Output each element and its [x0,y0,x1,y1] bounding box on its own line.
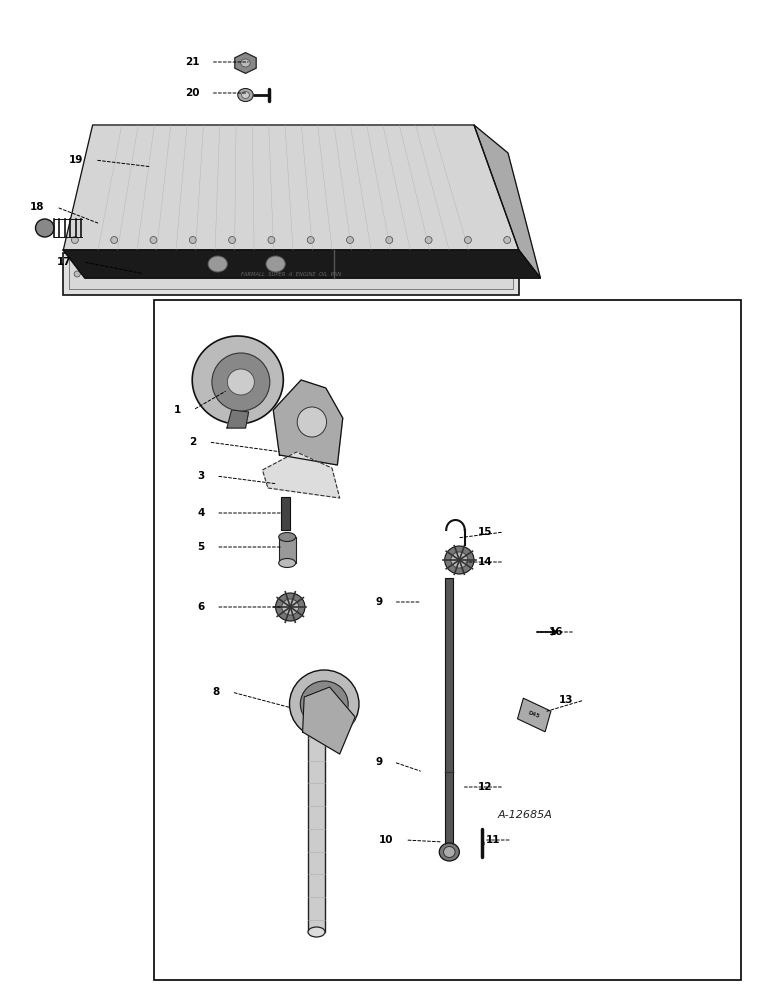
Ellipse shape [113,271,119,277]
Text: 2: 2 [190,437,197,447]
Ellipse shape [229,271,235,277]
Bar [69,259,513,289]
Ellipse shape [290,670,359,738]
Text: 8: 8 [213,687,220,697]
Text: D45: D45 [527,711,541,719]
Bar [154,300,741,980]
Text: 20: 20 [185,88,199,98]
Ellipse shape [276,593,305,621]
Ellipse shape [74,271,80,277]
Ellipse shape [266,256,285,272]
Text: 9: 9 [375,597,382,607]
Ellipse shape [499,271,505,277]
Bar [445,578,453,850]
Text: 6: 6 [198,602,205,612]
Ellipse shape [383,271,389,277]
Polygon shape [474,125,540,278]
Text: 19: 19 [69,155,83,165]
Bar [279,537,296,563]
Text: 12: 12 [478,782,493,792]
Ellipse shape [451,552,468,568]
Ellipse shape [460,271,466,277]
Bar [281,497,290,530]
Ellipse shape [208,256,227,272]
Text: 15: 15 [478,527,493,537]
Ellipse shape [297,407,327,437]
Text: 1: 1 [174,405,181,415]
Ellipse shape [190,271,196,277]
Ellipse shape [227,369,254,395]
Text: 3: 3 [198,471,205,481]
Ellipse shape [308,927,325,937]
Ellipse shape [344,271,350,277]
Text: 5: 5 [198,542,205,552]
Polygon shape [262,452,340,498]
Ellipse shape [422,271,428,277]
Ellipse shape [347,236,354,243]
Bar [63,253,519,295]
Ellipse shape [425,236,432,243]
Polygon shape [63,250,540,278]
Polygon shape [63,250,540,278]
Text: 14: 14 [478,557,493,567]
Text: 13: 13 [558,695,573,705]
Text: 16: 16 [549,627,564,637]
Ellipse shape [300,681,348,727]
Polygon shape [303,687,355,754]
Ellipse shape [279,532,296,542]
Text: 21: 21 [185,57,199,67]
Ellipse shape [268,236,275,243]
Text: 4: 4 [197,508,205,518]
Text: A-12685A: A-12685A [497,810,553,820]
Ellipse shape [267,271,273,277]
Ellipse shape [241,59,250,67]
Ellipse shape [192,336,283,424]
Text: 18: 18 [30,202,45,212]
Ellipse shape [212,353,270,411]
Ellipse shape [189,236,196,243]
Polygon shape [235,53,256,73]
Text: FARMALL  SUPER  A  ENGINE  OIL  PAN: FARMALL SUPER A ENGINE OIL PAN [241,271,341,276]
Polygon shape [63,125,519,250]
Polygon shape [517,698,551,732]
Ellipse shape [238,89,253,102]
Polygon shape [227,410,249,428]
Ellipse shape [110,236,117,243]
Ellipse shape [306,271,312,277]
Ellipse shape [313,694,335,714]
Ellipse shape [71,236,79,243]
Ellipse shape [465,236,472,243]
Ellipse shape [503,236,510,243]
Ellipse shape [282,599,299,615]
Ellipse shape [445,546,474,574]
Polygon shape [273,380,343,465]
Text: 17: 17 [57,257,72,267]
Ellipse shape [229,236,235,243]
Ellipse shape [386,236,393,243]
Ellipse shape [150,236,157,243]
Ellipse shape [36,219,54,237]
Text: 11: 11 [486,835,500,845]
Text: 10: 10 [379,835,394,845]
Ellipse shape [151,271,157,277]
Ellipse shape [439,843,459,861]
Bar [308,702,325,932]
Ellipse shape [443,846,455,857]
Text: 9: 9 [375,757,382,767]
Ellipse shape [308,697,325,707]
Ellipse shape [279,558,296,568]
Ellipse shape [242,92,249,99]
Ellipse shape [307,236,314,243]
